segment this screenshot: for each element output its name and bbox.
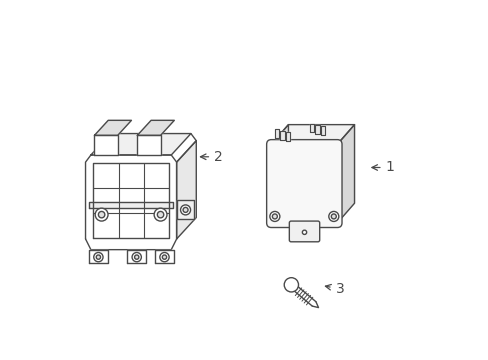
Text: 3: 3 — [325, 282, 344, 296]
Text: 2: 2 — [200, 150, 223, 164]
Circle shape — [154, 208, 166, 221]
Circle shape — [183, 207, 188, 212]
Polygon shape — [89, 249, 107, 263]
Polygon shape — [271, 125, 354, 144]
Polygon shape — [337, 125, 354, 223]
Circle shape — [328, 211, 338, 221]
Polygon shape — [137, 120, 174, 135]
Polygon shape — [94, 120, 131, 135]
Circle shape — [284, 278, 298, 292]
Circle shape — [180, 205, 190, 215]
Circle shape — [162, 255, 166, 259]
Polygon shape — [127, 249, 146, 263]
Polygon shape — [91, 134, 190, 155]
Polygon shape — [321, 126, 325, 135]
Circle shape — [331, 214, 336, 219]
Circle shape — [272, 214, 277, 219]
FancyBboxPatch shape — [266, 140, 341, 228]
Circle shape — [98, 211, 104, 218]
Polygon shape — [315, 125, 319, 134]
Circle shape — [132, 252, 141, 262]
Polygon shape — [271, 125, 288, 223]
FancyBboxPatch shape — [289, 221, 319, 242]
Polygon shape — [89, 202, 173, 208]
Polygon shape — [274, 130, 279, 138]
Circle shape — [96, 255, 101, 259]
Polygon shape — [285, 132, 290, 141]
Circle shape — [95, 208, 108, 221]
Polygon shape — [309, 123, 313, 132]
Polygon shape — [280, 131, 284, 140]
Circle shape — [302, 230, 306, 234]
Polygon shape — [176, 141, 196, 239]
Polygon shape — [155, 249, 173, 263]
Circle shape — [157, 211, 163, 218]
Circle shape — [134, 255, 139, 259]
Polygon shape — [176, 201, 194, 219]
Circle shape — [160, 252, 169, 262]
Text: 1: 1 — [371, 161, 394, 175]
Polygon shape — [137, 135, 160, 155]
Circle shape — [269, 211, 279, 221]
Circle shape — [94, 252, 103, 262]
Polygon shape — [85, 155, 176, 249]
Polygon shape — [94, 135, 118, 155]
